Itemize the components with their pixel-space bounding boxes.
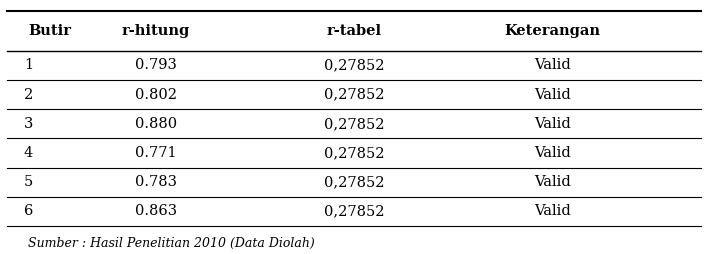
Text: 2: 2 [23,88,33,102]
Text: Valid: Valid [534,58,571,72]
Text: Keterangan: Keterangan [504,24,600,38]
Text: 0.771: 0.771 [135,146,176,160]
Text: 0.880: 0.880 [135,117,177,131]
Text: r-tabel: r-tabel [326,24,382,38]
Text: 0.802: 0.802 [135,88,177,102]
Text: 0,27852: 0,27852 [324,117,384,131]
Text: 4: 4 [23,146,33,160]
Text: 0,27852: 0,27852 [324,88,384,102]
Text: Sumber : Hasil Penelitian 2010 (Data Diolah): Sumber : Hasil Penelitian 2010 (Data Dio… [28,237,315,250]
Text: 1: 1 [24,58,33,72]
Text: r-hitung: r-hitung [122,24,190,38]
Text: Valid: Valid [534,88,571,102]
Text: 0,27852: 0,27852 [324,58,384,72]
Text: 0.783: 0.783 [135,175,177,189]
Text: 0,27852: 0,27852 [324,175,384,189]
Text: 3: 3 [23,117,33,131]
Text: Valid: Valid [534,146,571,160]
Text: Valid: Valid [534,117,571,131]
Text: Butir: Butir [28,24,72,38]
Text: Valid: Valid [534,175,571,189]
Text: 0,27852: 0,27852 [324,204,384,218]
Text: 6: 6 [23,204,33,218]
Text: 0.793: 0.793 [135,58,177,72]
Text: 0.863: 0.863 [135,204,177,218]
Text: Valid: Valid [534,204,571,218]
Text: 5: 5 [23,175,33,189]
Text: 0,27852: 0,27852 [324,146,384,160]
